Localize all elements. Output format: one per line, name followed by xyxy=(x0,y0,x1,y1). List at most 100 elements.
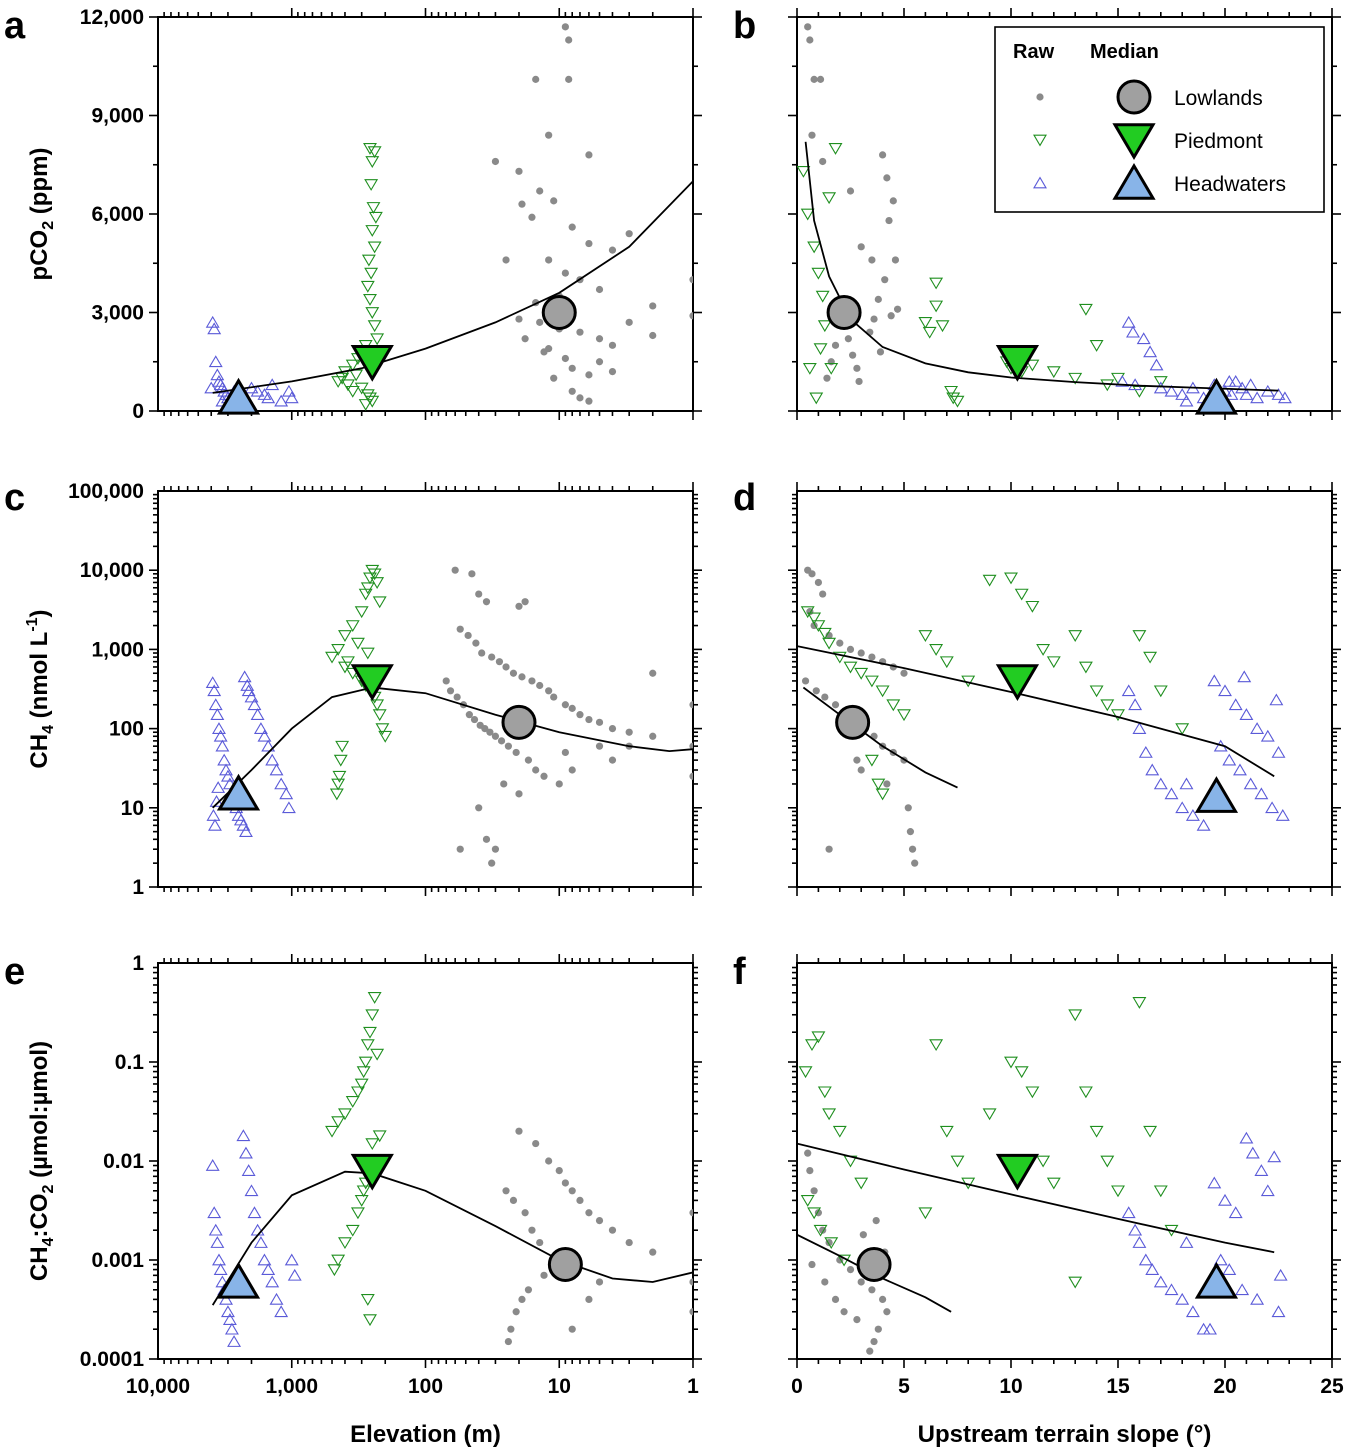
raw-point-lowlands xyxy=(536,318,544,326)
y-tick-label: 0.001 xyxy=(91,1249,144,1272)
raw-point-lowlands xyxy=(857,243,865,251)
raw-point-lowlands xyxy=(488,859,496,867)
raw-point-piedmont xyxy=(1036,644,1051,656)
raw-point-piedmont xyxy=(1153,376,1168,388)
raw-point-lowlands xyxy=(509,1196,518,1204)
raw-point-piedmont xyxy=(807,241,822,254)
raw-point-lowlands xyxy=(524,1286,533,1294)
raw-point-lowlands xyxy=(831,341,840,349)
raw-point-piedmont xyxy=(368,211,383,224)
raw-point-lowlands xyxy=(689,772,693,780)
raw-point-headwaters xyxy=(1136,332,1151,345)
raw-point-lowlands xyxy=(846,187,855,195)
legend-raw-marker-piedmont xyxy=(1033,134,1047,147)
raw-point-piedmont xyxy=(338,1108,352,1121)
raw-point-headwaters xyxy=(279,787,294,800)
legend-median-marker-headwaters xyxy=(1112,162,1156,200)
raw-point-piedmont xyxy=(832,1125,847,1138)
raw-point-headwaters xyxy=(240,679,255,691)
legend-label-lowlands: Lowlands xyxy=(1174,87,1263,110)
legend-label-piedmont: Piedmont xyxy=(1174,130,1263,153)
raw-point-headwaters xyxy=(1228,374,1243,387)
raw-point-headwaters xyxy=(1239,1131,1254,1144)
raw-point-lowlands xyxy=(872,1217,880,1225)
x-tick-label: 1 xyxy=(687,1375,699,1398)
raw-point-lowlands xyxy=(550,374,558,382)
raw-point-headwaters xyxy=(220,1305,235,1318)
raw-point-headwaters xyxy=(261,1263,276,1275)
y-tick-label: 100,000 xyxy=(68,480,144,503)
raw-point-lowlands xyxy=(540,348,548,356)
y-axis-title-part: ) xyxy=(26,609,53,617)
raw-point-lowlands xyxy=(470,715,479,724)
raw-point-lowlands xyxy=(889,197,897,205)
raw-point-headwaters xyxy=(236,1129,251,1142)
raw-point-lowlands xyxy=(472,639,480,647)
series-raw-headwaters xyxy=(205,1129,302,1347)
median-marker-headwaters xyxy=(216,377,261,415)
raw-point-lowlands xyxy=(855,377,863,386)
raw-point-lowlands xyxy=(536,1238,544,1247)
raw-point-lowlands xyxy=(528,213,536,221)
raw-point-piedmont xyxy=(1111,372,1125,385)
raw-point-lowlands xyxy=(545,687,553,695)
raw-point-piedmont xyxy=(354,1078,369,1091)
raw-point-headwaters xyxy=(247,1206,262,1219)
x-tick-label: 10,000 xyxy=(126,1375,190,1398)
raw-point-headwaters xyxy=(257,1253,272,1266)
raw-point-piedmont xyxy=(1068,1009,1083,1022)
raw-point-lowlands xyxy=(561,701,569,709)
raw-point-piedmont xyxy=(365,1009,380,1022)
raw-point-piedmont xyxy=(360,1039,375,1052)
raw-point-headwaters xyxy=(1121,684,1136,697)
raw-point-headwaters xyxy=(253,722,268,734)
y-axis-title: CH4 (nmol L-1) xyxy=(24,609,57,768)
raw-point-headwaters xyxy=(1145,763,1160,776)
panel-letter: b xyxy=(733,5,756,47)
raw-point-lowlands xyxy=(491,845,500,853)
raw-point-piedmont xyxy=(1175,723,1190,736)
raw-point-piedmont xyxy=(922,326,937,339)
raw-point-lowlands xyxy=(608,1226,617,1234)
y-axis-title-part: pCO xyxy=(26,230,53,281)
raw-point-lowlands xyxy=(475,804,483,812)
raw-point-piedmont xyxy=(822,192,837,205)
raw-point-headwaters xyxy=(1179,394,1194,407)
plot-area xyxy=(204,23,693,411)
y-axis-title: CH4:CO2 (µmol:µmol) xyxy=(26,1041,57,1281)
fit-line xyxy=(804,141,1279,392)
x-tick-label: 10 xyxy=(999,1375,1022,1398)
raw-point-headwaters xyxy=(206,808,221,821)
x-tick-label: 15 xyxy=(1106,1375,1130,1398)
raw-point-piedmont xyxy=(335,372,350,385)
y-tick-label: 9,000 xyxy=(91,105,144,128)
raw-point-lowlands xyxy=(879,151,887,159)
raw-point-lowlands xyxy=(849,351,857,359)
raw-point-headwaters xyxy=(1218,684,1232,697)
raw-point-piedmont xyxy=(798,1066,813,1079)
raw-point-headwaters xyxy=(1224,388,1239,400)
raw-point-lowlands xyxy=(836,639,844,647)
median-marker-lowlands xyxy=(547,1247,583,1283)
plot-area xyxy=(205,564,693,867)
median-marker-lowlands xyxy=(501,704,537,740)
raw-point-piedmont xyxy=(365,225,380,237)
raw-point-lowlands xyxy=(482,835,491,843)
raw-point-piedmont xyxy=(367,320,382,333)
raw-point-lowlands xyxy=(689,1308,693,1316)
raw-point-headwaters xyxy=(1175,801,1190,814)
raw-point-headwaters xyxy=(207,1206,222,1219)
raw-point-headwaters xyxy=(217,753,232,766)
legend: Raw Median Lowlands Piedmont Headwaters xyxy=(994,26,1325,213)
raw-point-headwaters xyxy=(227,1335,242,1347)
raw-point-lowlands xyxy=(504,1337,512,1346)
raw-point-lowlands xyxy=(568,1187,576,1195)
panel-letter: e xyxy=(4,951,25,993)
raw-point-piedmont xyxy=(358,588,373,601)
raw-point-lowlands xyxy=(608,756,617,764)
series-raw-lowlands xyxy=(491,23,693,405)
raw-point-piedmont xyxy=(331,376,346,388)
raw-point-piedmont xyxy=(824,362,839,375)
plot-area xyxy=(797,23,1292,410)
raw-point-headwaters xyxy=(1222,753,1237,766)
